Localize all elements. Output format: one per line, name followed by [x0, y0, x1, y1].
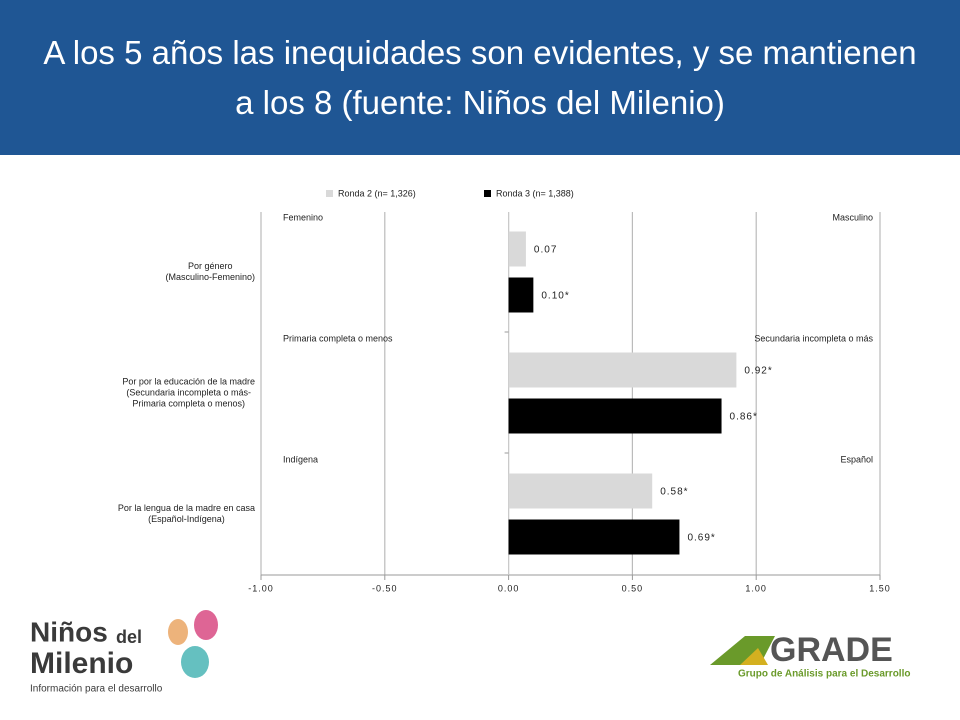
legend-swatch — [326, 190, 333, 197]
logo-right-art — [710, 636, 775, 665]
x-tick-label: 1.00 — [745, 583, 767, 593]
logo-grade-tagline: Grupo de Análisis para el Desarrollo — [738, 669, 910, 680]
logo-del: del — [116, 627, 142, 647]
x-tick-label: 0.50 — [622, 583, 644, 593]
annotation-left: Femenino — [283, 212, 323, 222]
x-tick-label: 1.50 — [869, 583, 891, 593]
logo-milenio: Milenio — [30, 647, 133, 680]
x-tick-label: 0.00 — [498, 583, 520, 593]
legend-label: Ronda 2 (n= 1,326) — [338, 188, 416, 198]
bar — [508, 277, 534, 313]
logo-ninos: Niños — [30, 616, 108, 647]
value-label: 0.69* — [687, 533, 715, 544]
annotation-right: Secundaria incompleta o más — [754, 333, 873, 343]
value-label: 0.86* — [730, 412, 758, 423]
logo-tagline: Información para el desarrollo — [30, 684, 163, 695]
bar — [508, 398, 722, 434]
bar — [508, 352, 737, 388]
bar — [508, 231, 526, 267]
x-tick-label: -0.50 — [372, 583, 398, 593]
bar — [508, 519, 680, 555]
annotation-right: Masculino — [832, 212, 873, 222]
annotation-right: Español — [840, 454, 873, 464]
title: A los 5 años las inequidades son evident… — [43, 34, 917, 121]
x-tick-label: -1.00 — [248, 583, 274, 593]
logo-grade: GRADE — [770, 631, 893, 669]
bar — [508, 473, 653, 509]
annotation-left: Indígena — [283, 454, 318, 464]
value-label: 0.10* — [541, 291, 569, 302]
value-label: 0.92* — [744, 366, 772, 377]
annotation-left: Primaria completa o menos — [283, 333, 393, 343]
category-label: Por género (Masculino-Femenino) — [165, 261, 255, 282]
logo-left-art — [168, 610, 218, 678]
value-label: 0.07 — [534, 245, 557, 256]
value-label: 0.58* — [660, 487, 688, 498]
header — [0, 0, 960, 155]
legend-swatch — [484, 190, 491, 197]
legend-label: Ronda 3 (n= 1,388) — [496, 188, 574, 198]
category-label: Por por la educación de la madre (Secund… — [122, 376, 255, 409]
category-label: Por la lengua de la madre en casa (Españ… — [117, 503, 255, 524]
